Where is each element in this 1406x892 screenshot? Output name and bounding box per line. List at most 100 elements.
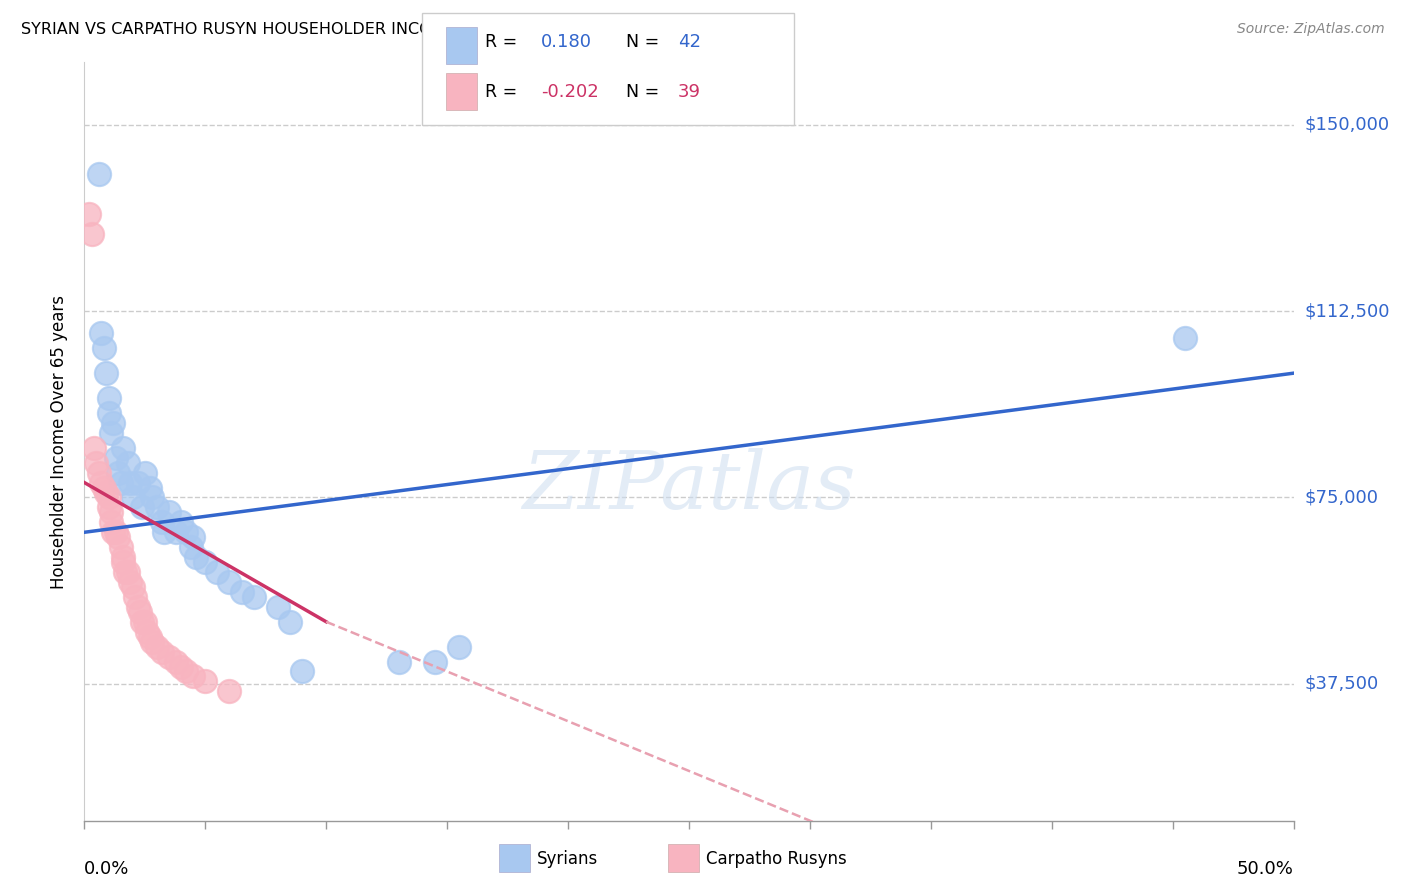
- Point: [103, 416, 125, 430]
- Point: [423, 655, 446, 669]
- Point: [181, 669, 204, 683]
- Point: [170, 516, 193, 530]
- Point: [107, 466, 129, 480]
- Point: [150, 516, 173, 530]
- Point: [114, 565, 136, 579]
- Point: [120, 475, 142, 490]
- Text: 42: 42: [678, 34, 700, 52]
- Point: [388, 655, 411, 669]
- Point: [231, 585, 253, 599]
- Text: Syrians: Syrians: [537, 850, 599, 868]
- Point: [131, 500, 153, 515]
- Point: [157, 505, 180, 519]
- Text: $112,500: $112,500: [1305, 302, 1391, 320]
- Point: [138, 481, 160, 495]
- Text: Carpatho Rusyns: Carpatho Rusyns: [706, 850, 846, 868]
- Text: -0.202: -0.202: [541, 83, 599, 101]
- Point: [121, 580, 143, 594]
- Point: [207, 565, 229, 579]
- Text: $75,000: $75,000: [1305, 489, 1379, 507]
- Point: [112, 441, 135, 455]
- Text: $37,500: $37,500: [1305, 675, 1379, 693]
- Point: [97, 500, 120, 515]
- Point: [104, 450, 127, 465]
- Point: [194, 555, 217, 569]
- Point: [218, 684, 240, 698]
- Point: [242, 590, 264, 604]
- Text: R =: R =: [485, 83, 523, 101]
- Point: [267, 599, 290, 614]
- Point: [449, 640, 471, 654]
- Point: [129, 605, 152, 619]
- Point: [174, 525, 197, 540]
- Point: [141, 634, 163, 648]
- Point: [104, 525, 127, 540]
- Point: [218, 574, 240, 589]
- Point: [80, 227, 103, 241]
- Text: N =: N =: [626, 34, 665, 52]
- Point: [87, 466, 110, 480]
- Point: [136, 624, 159, 639]
- Text: 0.180: 0.180: [541, 34, 592, 52]
- Point: [157, 649, 180, 664]
- Point: [117, 456, 139, 470]
- Text: 39: 39: [678, 83, 700, 101]
- Point: [94, 485, 117, 500]
- Point: [90, 475, 112, 490]
- Point: [146, 500, 169, 515]
- Point: [117, 565, 139, 579]
- Point: [107, 530, 129, 544]
- Y-axis label: Householder Income Over 65 years: Householder Income Over 65 years: [51, 294, 69, 589]
- Point: [120, 574, 142, 589]
- Text: Source: ZipAtlas.com: Source: ZipAtlas.com: [1237, 22, 1385, 37]
- Text: 0.0%: 0.0%: [84, 861, 129, 879]
- Point: [93, 341, 115, 355]
- Point: [150, 644, 173, 658]
- Point: [112, 555, 135, 569]
- Text: R =: R =: [485, 34, 523, 52]
- Point: [124, 590, 146, 604]
- Point: [97, 406, 120, 420]
- Point: [153, 525, 176, 540]
- Point: [134, 615, 156, 629]
- Point: [127, 475, 149, 490]
- Point: [100, 425, 122, 440]
- Point: [110, 540, 132, 554]
- Point: [138, 630, 160, 644]
- Point: [97, 491, 120, 505]
- Text: $150,000: $150,000: [1305, 116, 1389, 134]
- Point: [165, 655, 187, 669]
- Point: [103, 525, 125, 540]
- Point: [181, 530, 204, 544]
- Point: [165, 525, 187, 540]
- Point: [93, 481, 115, 495]
- Point: [194, 674, 217, 689]
- Point: [97, 391, 120, 405]
- Point: [112, 550, 135, 565]
- Point: [94, 366, 117, 380]
- Point: [146, 640, 169, 654]
- Text: SYRIAN VS CARPATHO RUSYN HOUSEHOLDER INCOME OVER 65 YEARS CORRELATION CHART: SYRIAN VS CARPATHO RUSYN HOUSEHOLDER INC…: [21, 22, 766, 37]
- Point: [1174, 331, 1197, 345]
- Point: [127, 599, 149, 614]
- Text: ZIPatlas: ZIPatlas: [522, 449, 856, 525]
- Point: [131, 615, 153, 629]
- Point: [170, 659, 193, 673]
- Text: N =: N =: [626, 83, 665, 101]
- Point: [121, 491, 143, 505]
- Point: [174, 665, 197, 679]
- Point: [100, 505, 122, 519]
- Point: [184, 550, 207, 565]
- Point: [291, 665, 314, 679]
- Point: [100, 516, 122, 530]
- Point: [83, 441, 105, 455]
- Text: 50.0%: 50.0%: [1237, 861, 1294, 879]
- Point: [86, 456, 108, 470]
- Point: [77, 207, 100, 221]
- Point: [141, 491, 163, 505]
- Point: [87, 167, 110, 181]
- Point: [90, 326, 112, 341]
- Point: [180, 540, 202, 554]
- Point: [134, 466, 156, 480]
- Point: [110, 475, 132, 490]
